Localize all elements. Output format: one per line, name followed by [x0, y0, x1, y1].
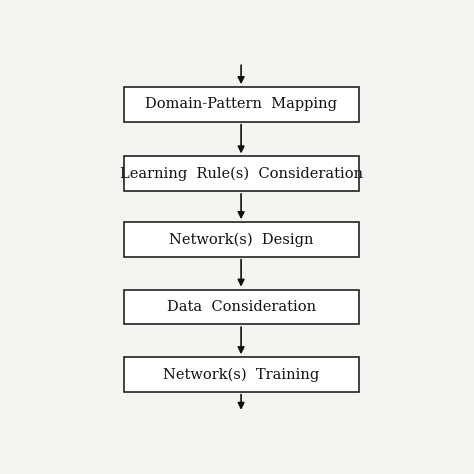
Bar: [124, 156, 359, 191]
Text: Network(s)  Design: Network(s) Design: [169, 232, 313, 246]
Text: Data  Consideration: Data Consideration: [166, 300, 316, 314]
Bar: [124, 87, 359, 122]
Text: Domain-Pattern  Mapping: Domain-Pattern Mapping: [145, 97, 337, 111]
Text: Network(s)  Training: Network(s) Training: [163, 367, 319, 382]
Bar: [124, 290, 359, 324]
Bar: [124, 222, 359, 257]
Bar: [124, 357, 359, 392]
Text: Learning  Rule(s)  Consideration: Learning Rule(s) Consideration: [119, 166, 363, 181]
